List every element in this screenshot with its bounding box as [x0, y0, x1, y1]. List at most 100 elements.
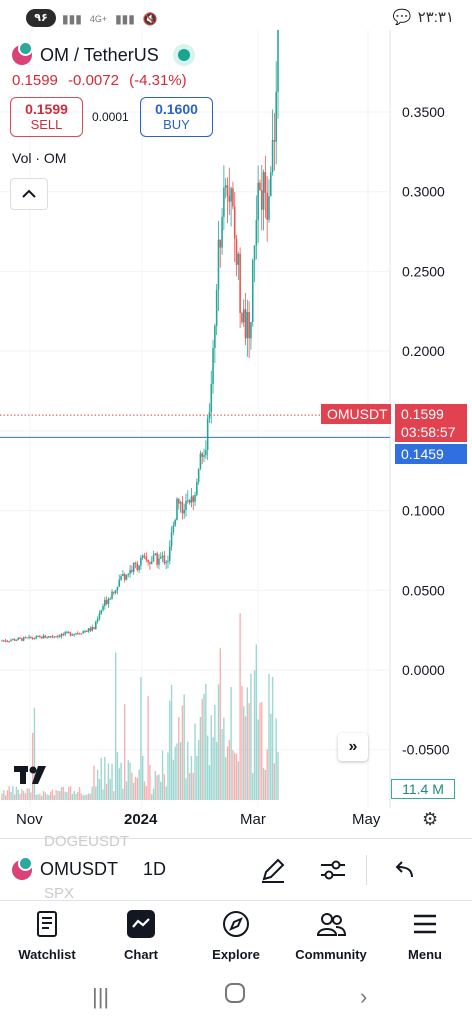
candle-body — [159, 557, 162, 559]
candle-body — [273, 140, 276, 142]
volume-bar — [257, 719, 259, 800]
symbol-selector[interactable]: OMUSDT — [12, 855, 118, 880]
volume-bar — [140, 677, 142, 800]
volume-bar — [235, 753, 238, 800]
volume-bar — [78, 787, 81, 800]
candle-body — [206, 418, 209, 450]
tradingview-logo-icon[interactable] — [14, 764, 54, 786]
candle-body — [73, 633, 75, 635]
recent-apps-icon[interactable]: ||| — [92, 984, 110, 1009]
sell-button[interactable]: 0.1599 SELL — [10, 97, 83, 137]
volume-bar — [203, 693, 205, 800]
volume-bar — [116, 752, 119, 800]
symbol-header[interactable]: OM / TetherUS — [12, 41, 195, 66]
nav-menu[interactable]: Menu — [380, 909, 470, 962]
volume-bar — [132, 782, 135, 800]
candle-body — [89, 628, 92, 631]
candle-body — [187, 500, 189, 502]
volume-bar — [13, 794, 16, 800]
double-chevron-right-icon: » — [348, 738, 358, 755]
system-navigation: ||| › — [0, 972, 472, 1024]
collapse-button[interactable] — [10, 178, 48, 210]
home-icon[interactable] — [224, 982, 246, 1004]
candle-body — [210, 384, 213, 413]
candle-body — [224, 185, 227, 188]
undo-icon[interactable] — [390, 855, 420, 885]
volume-bar — [84, 794, 86, 800]
volume-bar — [259, 703, 261, 800]
volume-bar — [109, 778, 111, 800]
volume-bar — [215, 741, 218, 800]
candle-body — [109, 598, 112, 600]
candle-body — [48, 636, 50, 638]
nav-community[interactable]: Community — [286, 909, 376, 962]
volume-bar — [59, 791, 61, 800]
volume-bar — [201, 698, 203, 800]
watchlist-icon — [37, 911, 57, 937]
volume-bar — [223, 717, 225, 800]
volume-indicator-label[interactable]: Vol · OM — [12, 150, 67, 166]
chart-settings-gear-icon[interactable]: ⚙ — [422, 809, 439, 829]
interval-selector[interactable]: 1D — [143, 859, 167, 879]
candle-body — [105, 599, 108, 604]
candle-body — [1, 640, 3, 642]
volume-bar — [219, 648, 221, 800]
candle-body — [66, 631, 68, 633]
volume-bar — [221, 729, 223, 800]
message-icon: 💬 — [392, 9, 412, 26]
drawing-pencil-icon[interactable] — [258, 855, 288, 885]
volume-bar — [95, 786, 97, 800]
scroll-to-realtime-button[interactable]: » — [338, 733, 368, 761]
nav-explore[interactable]: Explore — [191, 909, 281, 962]
candle-body — [21, 638, 23, 641]
volume-bar — [248, 703, 250, 800]
candle-body — [98, 613, 101, 619]
symbol-title[interactable]: OM / TetherUS — [40, 44, 159, 65]
candle-body — [113, 591, 115, 593]
volume-bar — [134, 776, 137, 800]
volume-bar — [234, 752, 236, 800]
candle-body — [208, 412, 211, 419]
candle-body — [39, 636, 41, 638]
back-chevron-icon[interactable]: › — [360, 984, 368, 1009]
candle-body — [201, 453, 204, 457]
candle-body — [44, 635, 47, 638]
candle-body — [64, 632, 66, 635]
candle-body — [4, 640, 7, 642]
nav-chart[interactable]: Chart — [96, 909, 186, 962]
nav-watchlist[interactable]: Watchlist — [2, 909, 92, 962]
volume-bar — [205, 683, 207, 800]
volume-bar — [161, 750, 164, 800]
candle-body — [118, 579, 121, 587]
volume-bar — [271, 676, 274, 800]
candle-body — [268, 196, 270, 220]
candle-body — [192, 496, 195, 502]
last-price: 0.1599 — [12, 72, 58, 89]
buy-label: BUY — [163, 117, 190, 132]
candle-body — [217, 239, 220, 290]
volume-bar — [10, 791, 12, 800]
time-axis[interactable]: Nov 2024 Mar May — [0, 808, 472, 832]
y-tick-label: 0.3500 — [402, 104, 445, 120]
y-tick-label: 0.3000 — [402, 184, 445, 200]
volume-bar — [145, 786, 148, 800]
volume-bar — [160, 781, 162, 800]
buy-button[interactable]: 0.1600 BUY — [140, 97, 213, 137]
signal-icon-2: ▮▮▮ — [115, 12, 135, 26]
candle-body — [181, 502, 184, 514]
candle-body — [275, 91, 277, 142]
volume-bar — [255, 644, 258, 800]
candle-body — [188, 500, 191, 503]
price-change: -0.0072 — [68, 72, 119, 89]
candle-body — [116, 586, 119, 591]
volume-bar — [60, 787, 63, 800]
ghost-symbol-above: DOGEUSDT — [44, 833, 130, 850]
volume-bar — [12, 786, 14, 800]
candle-body — [170, 532, 173, 547]
signal-icon: ▮▮▮ — [62, 12, 82, 26]
indicators-sliders-icon[interactable] — [318, 855, 348, 885]
volume-bar — [6, 790, 9, 800]
last-price-tag-value: 0.1599 — [401, 406, 444, 422]
candle-body — [174, 520, 176, 526]
volume-bar — [82, 795, 84, 800]
